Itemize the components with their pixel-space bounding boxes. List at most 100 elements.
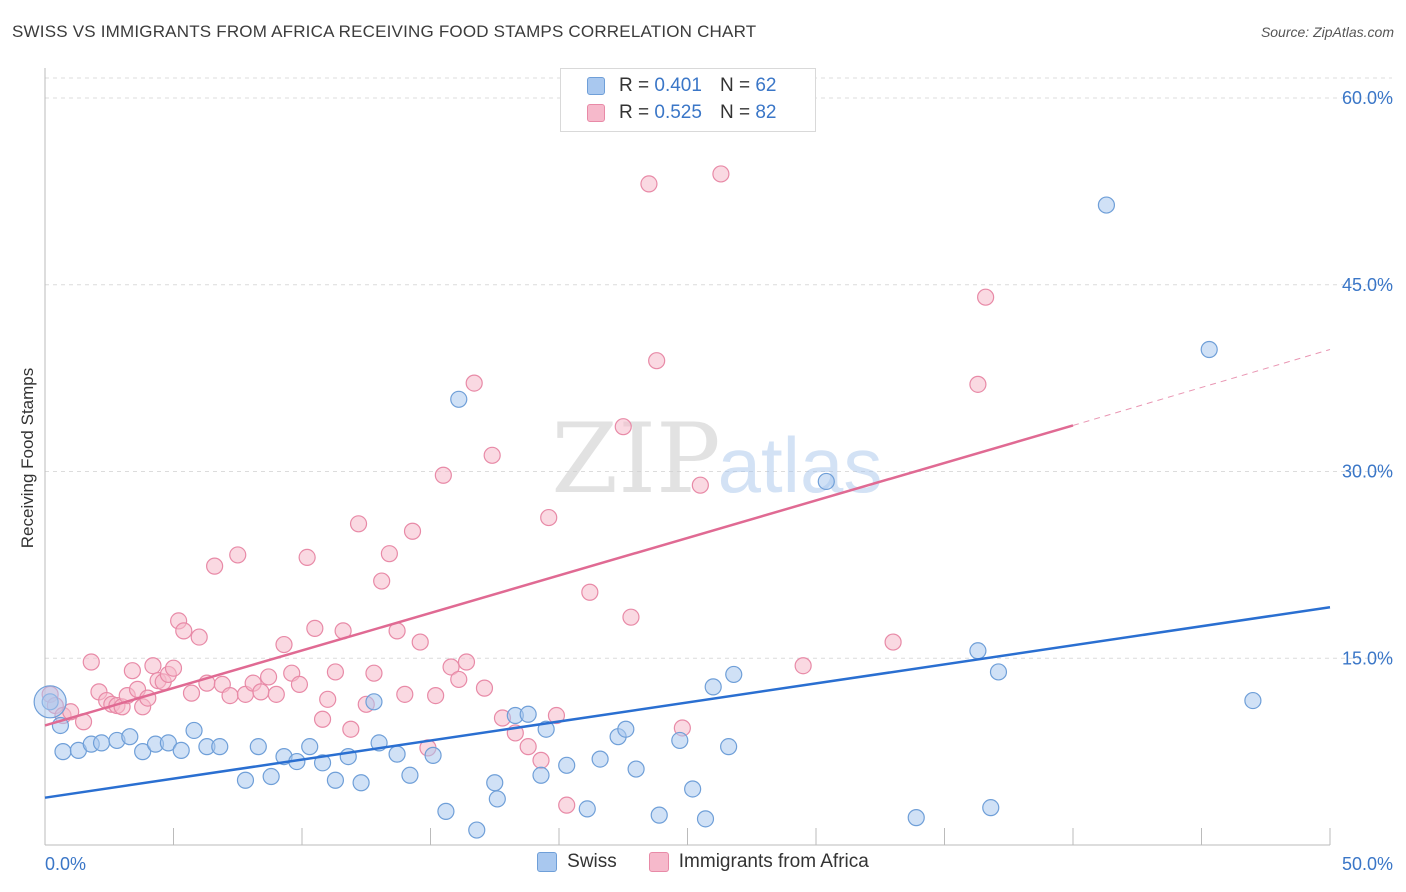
swiss-point [401,766,419,784]
swiss-point [211,738,229,756]
swiss-point [92,734,111,752]
swiss-point [684,780,702,798]
africa-point [532,751,550,769]
swiss-point [982,799,1000,817]
gridlines [45,77,1392,659]
africa-trendline [44,424,1074,727]
source-label: Source: ZipAtlas.com [1260,24,1394,40]
stats-legend: R = 0.401 N = 62 R = 0.525 N = 82 [560,68,816,132]
swiss-point [627,760,645,778]
africa-swatch-icon [587,104,605,122]
swiss-point [249,738,267,756]
swiss-point [591,750,609,768]
watermark: ZIP atlas [551,403,882,515]
africa-point [457,653,476,671]
africa-point [547,706,566,725]
tick-labels: 15.0% 30.0% 45.0% 60.0% 0.0% 50.0% [45,88,1393,874]
swiss-swatch-icon [587,77,605,95]
africa-point [144,657,162,675]
africa-point [326,663,345,681]
swiss-trendline [44,605,1331,799]
swiss-n-label: N = [719,75,751,96]
swiss-point [424,746,442,764]
swiss-point [301,738,319,756]
swiss-point [578,800,596,818]
swiss-point [907,809,925,827]
africa-point [540,508,558,527]
africa-n-value: 82 [755,102,777,123]
africa-point [123,662,141,680]
swiss-point [671,731,689,750]
swiss-point [134,743,152,761]
swiss-point [54,743,72,761]
africa-point [581,583,599,601]
stats-row-africa: R = 0.525 N = 82 [587,100,776,126]
africa-point [182,684,201,702]
swiss-point [365,693,383,711]
africa-r-label: R = [619,102,650,123]
swiss-point [720,738,738,756]
watermark-zip: ZIP [551,403,720,515]
africa-point [558,796,576,814]
swiss-point [725,665,743,684]
swiss-legend-icon [537,852,558,872]
africa-point [450,670,468,689]
africa-point [648,352,666,370]
africa-point [275,635,293,654]
x-tick-label: 50.0% [1342,854,1393,874]
swiss-point [1097,196,1116,214]
africa-point [434,466,452,484]
africa-points [41,165,995,814]
swiss-point [262,767,280,786]
series-legend: Swiss Immigrants from Africa [0,851,1406,873]
chart-title: SWISS VS IMMIGRANTS FROM AFRICA RECEIVIN… [12,22,757,41]
legend-item-africa[interactable]: Immigrants from Africa [648,851,869,873]
africa-point [519,738,537,756]
trendlines [44,349,1331,799]
africa-n-label: N = [719,102,751,123]
africa-point [290,675,309,693]
swiss-point [650,806,668,824]
swiss-point [817,472,835,491]
y-tick-label: 30.0% [1342,462,1393,482]
africa-point [175,622,193,640]
africa-point [640,175,658,193]
swiss-point [159,734,177,752]
africa-point [373,572,391,590]
swiss-point [704,678,722,696]
africa-point [221,686,239,705]
africa-point [969,375,987,393]
stats-row-swiss: R = 0.401 N = 62 [587,73,776,99]
africa-r-value: 0.525 [654,102,702,123]
swiss-point [468,821,486,839]
africa-point [411,633,429,651]
africa-point [475,679,494,697]
africa-point [884,633,902,651]
swiss-points [33,196,1262,839]
africa-point [267,685,285,703]
legend-label-swiss: Swiss [567,851,617,872]
swiss-point [696,810,715,828]
africa-point [442,658,460,676]
swiss-point [313,754,332,772]
africa-point [349,515,368,533]
swiss-point [486,774,504,792]
swiss-point [558,756,576,774]
swiss-r-value: 0.401 [654,75,702,96]
swiss-r-label: R = [619,75,650,96]
africa-point [465,374,483,392]
africa-point [794,657,812,675]
africa-trendline-extension [1072,349,1331,426]
africa-point [259,668,278,686]
swiss-point [1244,691,1262,710]
africa-legend-icon [648,852,669,872]
africa-point [691,476,709,494]
swiss-point [388,745,406,763]
africa-point [483,446,501,464]
africa-point [614,418,632,436]
swiss-point [437,802,455,820]
africa-point [313,710,332,728]
africa-point [319,690,337,708]
legend-item-swiss[interactable]: Swiss [537,851,617,873]
